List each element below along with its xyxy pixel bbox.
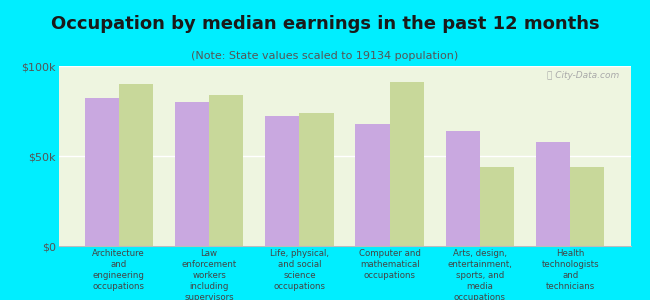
Text: Ⓜ City-Data.com: Ⓜ City-Data.com [547, 71, 619, 80]
Bar [209, 95, 243, 246]
Bar [536, 142, 570, 246]
Bar [84, 98, 119, 246]
Bar [389, 82, 424, 246]
Bar [356, 124, 389, 246]
Bar [265, 116, 300, 246]
Bar [480, 167, 514, 246]
Bar [570, 167, 604, 246]
Bar [300, 113, 333, 246]
Text: (Note: State values scaled to 19134 population): (Note: State values scaled to 19134 popu… [191, 51, 459, 61]
Bar [119, 84, 153, 246]
Bar [446, 131, 480, 246]
Text: Occupation by median earnings in the past 12 months: Occupation by median earnings in the pas… [51, 15, 599, 33]
Bar [175, 102, 209, 246]
